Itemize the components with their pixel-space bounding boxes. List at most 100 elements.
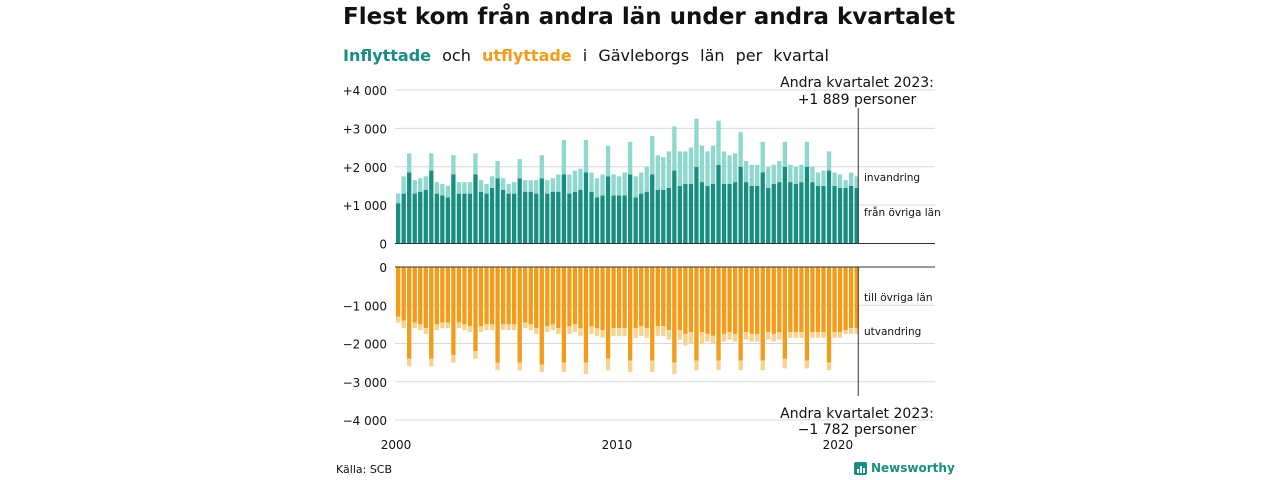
bar-invandring [744, 160, 749, 183]
bar-invandring [639, 172, 644, 194]
bar-till-ovriga-lan [429, 267, 434, 359]
bar-till-ovriga-lan [699, 267, 705, 333]
subtitle-word-4: per [735, 46, 763, 65]
bar-utvandring [594, 328, 600, 336]
bar-till-ovriga-lan [799, 267, 804, 333]
upper-annotation-line2: +1 889 personer [798, 92, 917, 108]
chart-title: Flest kom från andra län under andra kva… [343, 4, 956, 30]
bar-invandring [600, 174, 605, 196]
bar-invandring [561, 139, 567, 175]
bar-fran-ovriga-lan [578, 189, 583, 244]
bar-fran-ovriga-lan [567, 193, 572, 244]
bar-fran-ovriga-lan [810, 182, 815, 244]
bar-utvandring [500, 324, 506, 331]
bar-fran-ovriga-lan [799, 182, 804, 244]
subtitle-inflyttade: Inflyttade [343, 46, 432, 65]
bar-utvandring [771, 333, 776, 342]
bar-invandring [699, 145, 705, 183]
bar-till-ovriga-lan [848, 267, 854, 329]
subtitle-word-1: i [582, 46, 588, 65]
bar-till-ovriga-lan [732, 267, 738, 334]
bar-till-ovriga-lan [628, 267, 633, 361]
bar-till-ovriga-lan [622, 267, 627, 329]
bar-utvandring [732, 333, 738, 342]
label-utvandring: utvandring [864, 326, 921, 338]
bar-fran-ovriga-lan [755, 185, 760, 244]
bar-fran-ovriga-lan [572, 191, 578, 244]
bar-invandring [506, 184, 511, 194]
bar-utvandring [755, 333, 760, 342]
bar-invandring [605, 145, 611, 177]
bar-invandring [500, 178, 506, 190]
bar-utvandring [639, 326, 644, 336]
grid-layer [395, 89, 935, 421]
bar-till-ovriga-lan [826, 267, 832, 363]
bar-invandring [434, 182, 439, 194]
bar-utvandring [749, 333, 754, 342]
bar-utvandring [848, 328, 854, 334]
bar-till-ovriga-lan [788, 267, 793, 333]
bar-fran-ovriga-lan [489, 187, 495, 244]
bar-fran-ovriga-lan [804, 166, 810, 244]
bar-till-ovriga-lan [777, 267, 782, 333]
bar-utvandring [583, 362, 589, 375]
bar-till-ovriga-lan [556, 267, 561, 329]
bar-invandring [473, 153, 478, 175]
bar-till-ovriga-lan [605, 267, 611, 359]
bar-utvandring [716, 360, 721, 371]
bar-till-ovriga-lan [755, 267, 760, 334]
bar-till-ovriga-lan [832, 267, 837, 333]
bar-till-ovriga-lan [650, 267, 655, 361]
bar-till-ovriga-lan [710, 267, 716, 336]
bar-till-ovriga-lan [821, 267, 826, 333]
bar-utvandring [512, 324, 517, 331]
bar-fran-ovriga-lan [528, 191, 533, 244]
bar-invandring [749, 164, 754, 186]
bar-invandring [650, 136, 655, 175]
bar-invandring [583, 139, 589, 173]
bar-utvandring [672, 362, 677, 375]
bar-till-ovriga-lan [782, 267, 787, 359]
bar-till-ovriga-lan [539, 267, 544, 365]
chart-subtitle: Inflyttade och utflyttade i Gävleborgs l… [343, 46, 835, 65]
subtitle-word-5: kvartal [773, 46, 829, 65]
bar-invandring [766, 166, 771, 188]
bar-till-ovriga-lan [600, 267, 605, 331]
bar-till-ovriga-lan [771, 267, 776, 334]
bar-invandring [677, 151, 683, 186]
bar-till-ovriga-lan [677, 267, 683, 331]
bar-till-ovriga-lan [843, 267, 848, 331]
bar-till-ovriga-lan [589, 267, 594, 327]
lower-annotation-line2: −1 782 personer [798, 422, 917, 438]
bar-fran-ovriga-lan [495, 178, 500, 244]
bar-till-ovriga-lan [451, 267, 456, 355]
bar-till-ovriga-lan [473, 267, 478, 352]
bar-utvandring [506, 324, 511, 331]
bar-fran-ovriga-lan [732, 182, 738, 244]
x-tick-label: 2010 [602, 438, 633, 452]
bar-fran-ovriga-lan [826, 170, 832, 244]
bar-invandring [821, 170, 826, 186]
bar-invandring [528, 180, 533, 192]
bar-fran-ovriga-lan [777, 182, 782, 244]
bar-till-ovriga-lan [567, 267, 572, 327]
bar-till-ovriga-lan [815, 267, 821, 333]
bar-fran-ovriga-lan [523, 191, 528, 244]
bar-utvandring [589, 326, 594, 334]
bar-till-ovriga-lan [854, 267, 859, 329]
bar-till-ovriga-lan [694, 267, 699, 361]
bar-fran-ovriga-lan [600, 195, 605, 244]
bar-fran-ovriga-lan [517, 178, 522, 244]
bar-invandring [589, 172, 594, 192]
bar-utvandring [744, 332, 749, 340]
bar-till-ovriga-lan [793, 267, 799, 333]
bar-invandring [594, 178, 600, 198]
bar-invandring [837, 174, 843, 188]
bar-till-ovriga-lan [523, 267, 528, 323]
bar-fran-ovriga-lan [401, 193, 406, 244]
bar-utvandring [561, 362, 567, 373]
bar-invandring [451, 155, 456, 175]
bar-fran-ovriga-lan [644, 191, 649, 244]
bar-utvandring [760, 360, 765, 371]
